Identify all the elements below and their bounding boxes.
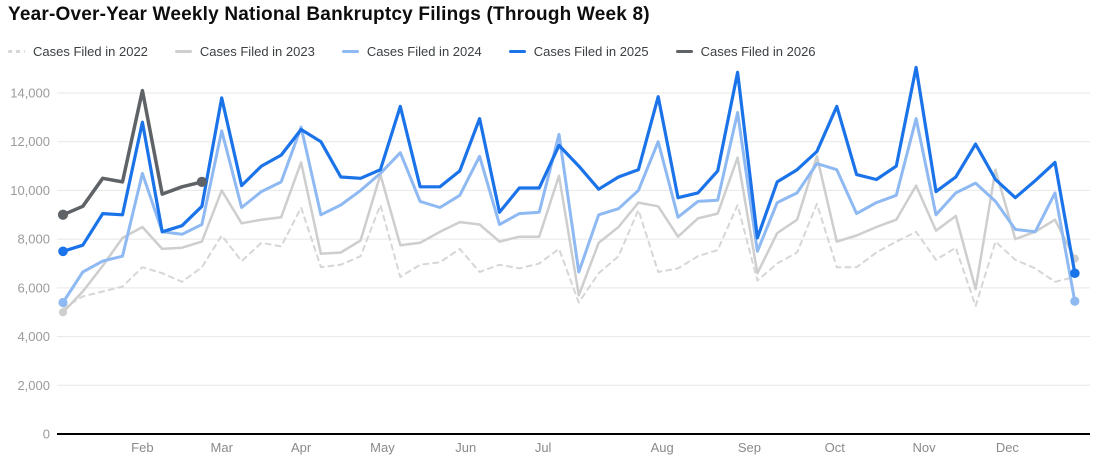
x-axis-month-label: Mar	[211, 440, 234, 455]
y-axis-tick-label: 2,000	[17, 378, 50, 393]
legend-label-2023: Cases Filed in 2023	[199, 44, 315, 59]
y-axis-tick-label: 12,000	[10, 134, 50, 149]
x-axis-month-label: Jul	[535, 440, 552, 455]
series-end-dot-2024	[1070, 296, 1080, 306]
x-axis-month-label: Oct	[825, 440, 846, 455]
series-line-2026	[61, 88, 204, 217]
chart-title: Year-Over-Year Weekly National Bankruptc…	[8, 4, 650, 25]
x-axis-month-label: Dec	[996, 440, 1020, 455]
legend-item-2022: Cases Filed in 2022	[8, 44, 148, 59]
legend-swatch-2025	[508, 50, 526, 53]
x-axis-month-label: Apr	[291, 440, 312, 455]
series-line-2024	[61, 111, 1077, 304]
y-axis-tick-label: 10,000	[10, 183, 50, 198]
legend-item-2023: Cases Filed in 2023	[174, 44, 315, 59]
series-start-dot-2024	[58, 297, 68, 308]
y-axis-tick-label: 14,000	[10, 86, 50, 101]
series-line-2022	[62, 202, 1076, 310]
x-axis-month-label: Sep	[738, 440, 761, 455]
legend-item-2026: Cases Filed in 2026	[675, 44, 816, 59]
y-axis-tick-label: 6,000	[17, 280, 50, 295]
x-axis-month-label: Feb	[131, 440, 153, 455]
legend-item-2024: Cases Filed in 2024	[341, 44, 482, 59]
series-line-2025	[61, 65, 1077, 275]
series-start-dot-2025	[58, 246, 68, 257]
legend-swatch-2024	[341, 50, 359, 53]
legend-label-2024: Cases Filed in 2024	[366, 44, 482, 59]
y-axis-tick-label: 0	[43, 427, 50, 442]
x-axis-month-label: Aug	[651, 440, 674, 455]
x-axis-month-label: Nov	[912, 440, 936, 455]
legend-label-2022: Cases Filed in 2022	[33, 44, 148, 59]
legend-swatch-2022	[8, 50, 25, 53]
legend-swatch-2026	[675, 50, 693, 53]
legend-label-2026: Cases Filed in 2026	[700, 44, 816, 59]
series-end-dot-2025	[1070, 268, 1080, 279]
series-start-dot-2026	[57, 209, 69, 220]
legend-label-2025: Cases Filed in 2025	[533, 44, 649, 59]
series-line-2023	[61, 155, 1077, 314]
x-axis-month-label: May	[370, 440, 395, 455]
y-axis-tick-label: 8,000	[17, 232, 50, 247]
y-axis-tick-label: 4,000	[17, 329, 50, 344]
series-start-dot-2023	[58, 308, 68, 317]
x-axis-month-label: Jun	[455, 440, 476, 455]
series-end-dot-2026	[196, 176, 207, 188]
chart-legend: Cases Filed in 2022 Cases Filed in 2023 Ca…	[8, 44, 816, 59]
legend-item-2025: Cases Filed in 2025	[508, 44, 649, 59]
legend-swatch-2023	[174, 50, 192, 53]
